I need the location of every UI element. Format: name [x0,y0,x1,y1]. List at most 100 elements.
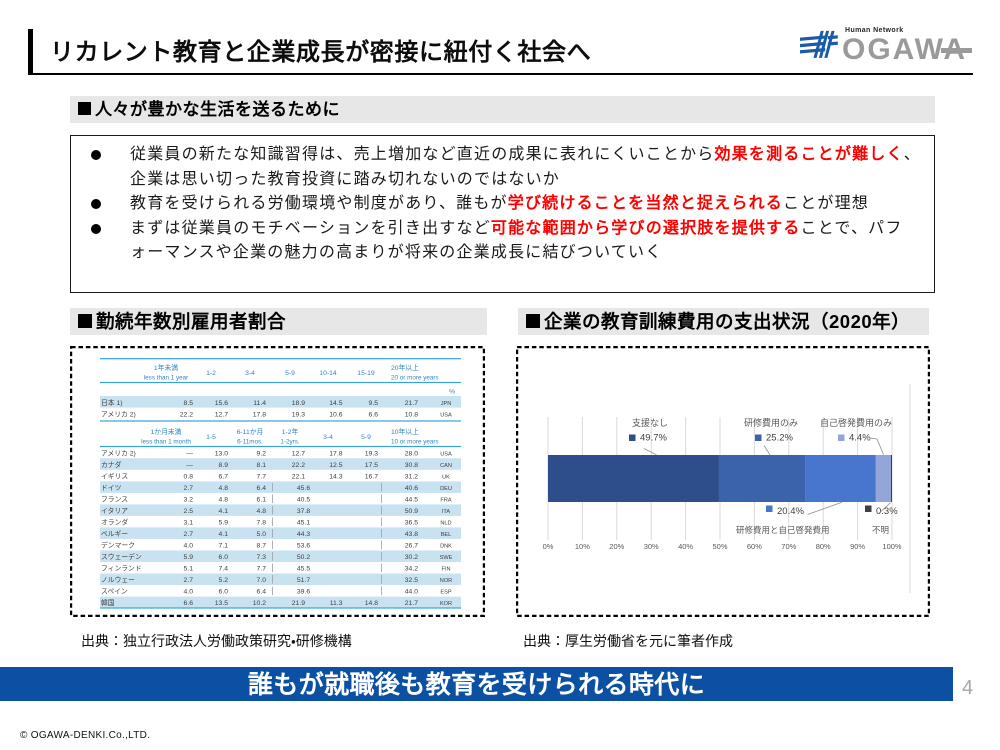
svg-text:3-4: 3-4 [323,434,333,441]
svg-text:4.0: 4.0 [184,589,194,596]
svg-text:22.1: 22.1 [292,473,305,480]
svg-text:1-2年: 1-2年 [282,427,299,436]
svg-text:10.2: 10.2 [253,600,266,607]
svg-text:34.2: 34.2 [405,566,418,573]
svg-text:6-11か月: 6-11か月 [237,428,264,436]
svg-text:支援なし: 支援なし [632,417,668,428]
svg-text:26.7: 26.7 [405,543,418,550]
svg-text:ドイツ: ドイツ [101,485,122,492]
svg-text:KOR: KOR [440,601,452,607]
svg-text:6.6: 6.6 [184,600,194,607]
svg-text:4.1: 4.1 [219,508,229,515]
svg-text:9.5: 9.5 [369,400,379,407]
svg-text:ノルウェー: ノルウェー [101,576,135,584]
svg-text:10 or more years: 10 or more years [391,439,439,446]
svg-text:1-2yrs.: 1-2yrs. [280,439,299,446]
svg-text:JPN: JPN [441,401,452,407]
svg-text:36.5: 36.5 [405,520,418,527]
svg-text:45.6: 45.6 [297,485,310,492]
svg-text:30.2: 30.2 [405,554,418,561]
svg-text:研修費用と自己啓発費用: 研修費用と自己啓発費用 [736,525,830,535]
svg-text:44.0: 44.0 [405,589,418,596]
svg-text:3.2: 3.2 [184,496,194,503]
svg-text:14.8: 14.8 [365,600,378,607]
svg-text:1-2: 1-2 [206,370,216,377]
svg-text:スペイン: スペイン [101,588,128,596]
svg-text:1-5: 1-5 [206,434,216,441]
svg-text:60%: 60% [747,542,762,551]
svg-text:不明: 不明 [872,525,889,535]
svg-text:SWE: SWE [440,555,453,561]
svg-text:DNK: DNK [440,544,452,550]
svg-text:10.6: 10.6 [329,412,342,419]
svg-text:アメリカ 2): アメリカ 2) [101,449,136,457]
svg-text:21.9: 21.9 [292,600,305,607]
svg-text:22.2: 22.2 [292,462,305,469]
svg-text:ベルギー: ベルギー [101,530,128,538]
svg-text:51.7: 51.7 [297,577,310,584]
svg-text:6.6: 6.6 [369,412,379,419]
svg-text:NLD: NLD [440,521,451,527]
svg-text:40.5: 40.5 [297,496,310,503]
svg-text:28.0: 28.0 [405,450,418,457]
svg-text:4.0: 4.0 [184,543,194,550]
svg-text:―: ― [186,450,193,457]
svg-text:5.2: 5.2 [219,577,229,584]
svg-text:7.7: 7.7 [257,473,267,480]
svg-text:15.6: 15.6 [215,400,228,407]
svg-text:8.5: 8.5 [184,400,194,407]
svg-text:14.3: 14.3 [329,473,342,480]
svg-text:19.3: 19.3 [365,450,378,457]
svg-text:15-19: 15-19 [357,370,375,377]
svg-text:フランス: フランス [101,495,128,503]
svg-text:30.8: 30.8 [405,462,418,469]
svg-text:7.4: 7.4 [219,566,229,573]
svg-text:7.7: 7.7 [257,566,267,573]
svg-text:less than 1 month: less than 1 month [141,439,191,446]
svg-text:19.3: 19.3 [292,412,305,419]
svg-text:6.4: 6.4 [257,485,267,492]
svg-text:3.1: 3.1 [184,520,194,527]
svg-text:BEL: BEL [441,532,452,538]
svg-text:32.5: 32.5 [405,577,418,584]
svg-text:0.3%: 0.3% [876,506,898,517]
svg-text:FIN: FIN [441,567,450,573]
svg-text:CAN: CAN [440,463,452,469]
svg-text:4.8: 4.8 [219,485,229,492]
svg-text:16.7: 16.7 [365,473,378,480]
svg-text:12.7: 12.7 [292,450,305,457]
svg-text:44.3: 44.3 [297,531,310,538]
svg-text:DEU: DEU [440,486,452,492]
svg-text:20 or more years: 20 or more years [391,375,439,382]
svg-text:5.9: 5.9 [219,520,229,527]
svg-text:90%: 90% [850,542,865,551]
svg-text:18.9: 18.9 [292,400,305,407]
svg-text:12.5: 12.5 [329,462,342,469]
svg-text:2.5: 2.5 [184,508,194,515]
svg-text:39.6: 39.6 [297,589,310,596]
svg-text:37.8: 37.8 [297,508,310,515]
svg-text:11.3: 11.3 [330,600,343,607]
svg-text:8.7: 8.7 [257,543,267,550]
svg-text:12.7: 12.7 [215,412,228,419]
svg-text:17.5: 17.5 [365,462,378,469]
svg-text:0.8: 0.8 [184,473,194,480]
svg-text:40.6: 40.6 [405,485,418,492]
svg-text:53.6: 53.6 [297,543,310,550]
svg-text:5.9: 5.9 [184,554,194,561]
svg-text:100%: 100% [882,542,902,551]
svg-text:イタリア: イタリア [101,506,128,515]
svg-text:7.8: 7.8 [257,520,267,527]
svg-text:50.9: 50.9 [405,508,418,515]
svg-text:1か月未満: 1か月未満 [151,427,182,436]
svg-text:4.1: 4.1 [219,531,229,538]
svg-text:2.7: 2.7 [184,531,194,538]
svg-text:44.5: 44.5 [405,496,418,503]
svg-text:6.1: 6.1 [257,496,267,503]
svg-text:70%: 70% [781,542,796,551]
svg-text:USA: USA [440,451,452,457]
svg-text:ESP: ESP [440,590,451,596]
svg-text:自己啓発費用のみ: 自己啓発費用のみ [820,417,892,428]
svg-text:ITA: ITA [442,509,451,515]
svg-text:1年未満: 1年未満 [154,363,178,372]
